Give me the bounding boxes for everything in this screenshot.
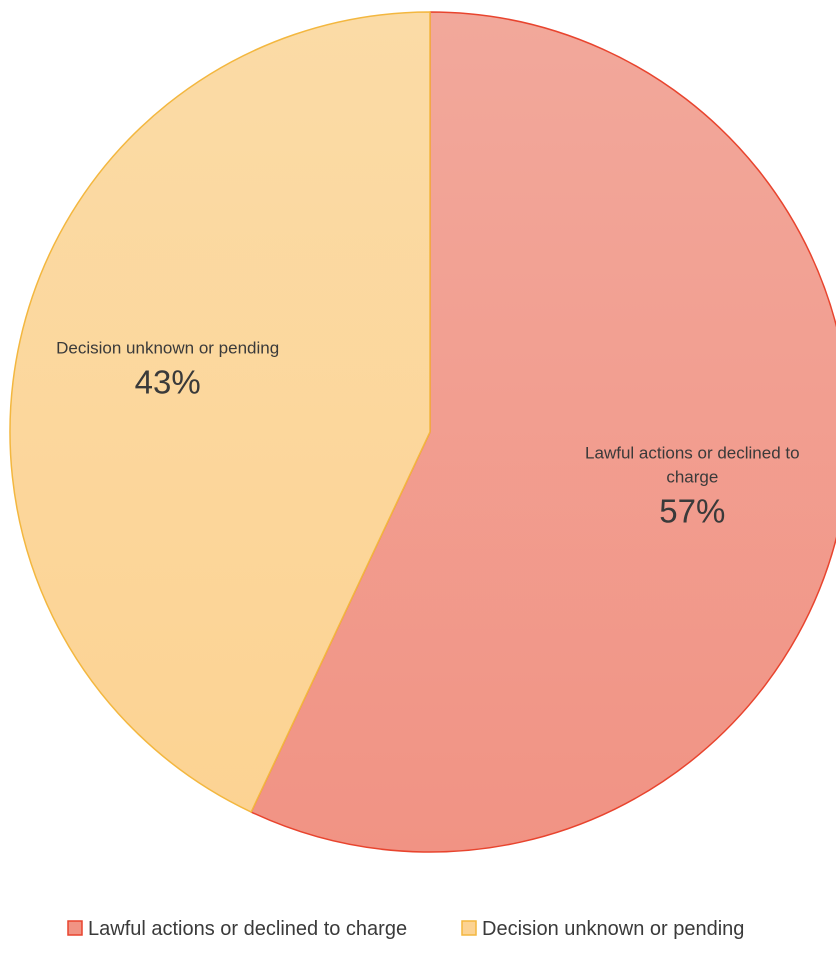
pie-slice-1 (250, 11, 836, 853)
slice-label-1: Lawful actions or declined to charge 57% (585, 444, 800, 530)
legend-label: Decision unknown or pending (482, 918, 744, 940)
legend-swatch (67, 920, 83, 936)
legend: Lawful actions or declined to charge Deci… (67, 918, 744, 940)
slice-category-label: Lawful actions or declined to (585, 444, 800, 463)
legend-item-2: Decision unknown or pending (461, 918, 744, 940)
slice-category-label: Decision unknown or pending (56, 338, 279, 357)
legend-item-1: Lawful actions or declined to charge (67, 918, 407, 940)
slice-labels: Lawful actions or declined to charge 57% De… (56, 338, 799, 529)
legend-swatch (461, 920, 477, 936)
pie-slices (9, 11, 836, 853)
slice-percent-label: 43% (135, 363, 201, 400)
slice-label-2: Decision unknown or pending 43% (56, 338, 279, 400)
slice-percent-label: 57% (659, 493, 725, 530)
slice-category-label: charge (666, 468, 718, 487)
legend-label: Lawful actions or declined to charge (88, 918, 407, 940)
pie-slice-2 (9, 11, 431, 813)
